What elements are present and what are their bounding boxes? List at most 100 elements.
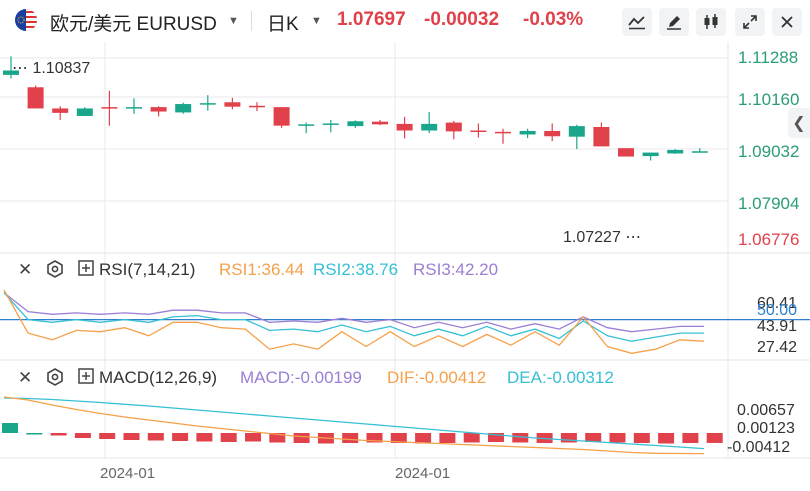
candle bbox=[667, 149, 684, 154]
macd-histogram-bar bbox=[609, 433, 626, 443]
draw-button[interactable] bbox=[659, 8, 689, 36]
expand-box-icon[interactable] bbox=[78, 260, 94, 281]
macd-axis-label: -0.00412 bbox=[727, 439, 791, 456]
macd-histogram-bar bbox=[463, 433, 480, 443]
macd-histogram-bar bbox=[123, 433, 140, 440]
candle bbox=[52, 108, 69, 113]
macd-value: MACD:-0.00199 bbox=[240, 368, 362, 387]
collapse-panel-button[interactable]: ❮ bbox=[788, 108, 810, 138]
dif-value: DIF:-0.00412 bbox=[387, 368, 487, 387]
rsi2-line bbox=[3, 292, 704, 342]
candle bbox=[224, 102, 241, 107]
low-marker-value: 1.07227 bbox=[563, 229, 621, 246]
macd-histogram-bar bbox=[390, 433, 407, 443]
macd-histogram-bar bbox=[488, 433, 504, 442]
period-chevron-down-icon[interactable]: ▼ bbox=[311, 15, 322, 27]
rsi3-value: RSI3:42.20 bbox=[413, 260, 499, 279]
close-icon[interactable]: ✕ bbox=[18, 368, 33, 387]
macd-histogram-bar bbox=[560, 433, 577, 443]
rsi3-line bbox=[3, 292, 704, 333]
price-axis-label: 1.07904 bbox=[738, 194, 800, 213]
chevron-left-icon: ❮ bbox=[792, 115, 806, 132]
candle bbox=[199, 103, 216, 105]
macd-panel-header: ✕ MACD(12,26,9) MACD:-0.00199 DIF:-0.004… bbox=[0, 368, 810, 398]
settings-icon[interactable] bbox=[46, 368, 64, 391]
candle bbox=[175, 104, 192, 113]
macd-axis-label: 0.00657 bbox=[737, 402, 795, 419]
low-marker-label: 1.07227 ⋯ bbox=[563, 229, 642, 246]
period-selector[interactable]: 日K bbox=[267, 14, 299, 35]
macd-histogram-bar bbox=[706, 433, 723, 443]
candle bbox=[544, 130, 561, 137]
price-axis-label: 1.11288 bbox=[738, 48, 799, 67]
eu-us-flag-icon bbox=[15, 9, 37, 31]
candlestick-icon bbox=[704, 14, 718, 29]
rsi-axis-label: 60.41 bbox=[757, 295, 798, 312]
toolbar: 欧元/美元 EURUSD ▼ 日K ▼ 1.07697 -0.00032 -0.… bbox=[0, 0, 810, 40]
close-button[interactable] bbox=[772, 8, 802, 36]
macd-histogram-bar bbox=[269, 433, 286, 443]
candle bbox=[396, 123, 413, 131]
macd-histogram-bar bbox=[26, 433, 43, 435]
candle bbox=[298, 124, 315, 126]
macd-histogram-bar bbox=[50, 433, 67, 436]
settings-icon[interactable] bbox=[46, 260, 64, 283]
macd-histogram-bar bbox=[585, 433, 602, 442]
macd-histogram-bar bbox=[172, 433, 189, 441]
current-price-label: 1.06776 bbox=[738, 230, 800, 249]
macd-title: MACD(12,26,9) bbox=[99, 368, 218, 387]
rsi-panel-header: ✕ RSI(7,14,21) RSI1:36.44 RSI2:38.76 RSI… bbox=[0, 260, 810, 290]
macd-histogram-bar bbox=[633, 433, 650, 443]
expand-icon bbox=[743, 15, 757, 29]
pencil-icon bbox=[667, 16, 681, 30]
rsi1-value: RSI1:36.44 bbox=[219, 260, 305, 279]
rsi-baseline-label: 50.00 bbox=[757, 302, 798, 319]
macd-histogram-bar bbox=[74, 433, 91, 438]
dif-line bbox=[3, 396, 705, 455]
candle bbox=[76, 108, 93, 116]
rsi-axis-label: 27.42 bbox=[757, 339, 798, 356]
rsi1-line bbox=[3, 289, 705, 354]
candle bbox=[618, 148, 634, 157]
candle bbox=[593, 126, 610, 147]
macd-histogram-bar bbox=[682, 433, 699, 443]
candle bbox=[691, 151, 708, 153]
candle bbox=[568, 126, 585, 137]
expand-box-icon[interactable] bbox=[78, 368, 94, 389]
close-icon[interactable]: ✕ bbox=[18, 260, 33, 279]
close-icon bbox=[781, 16, 793, 28]
time-axis-label: 2024-01 bbox=[395, 465, 451, 482]
dea-value: DEA:-0.00312 bbox=[507, 368, 614, 387]
chart-type-button[interactable] bbox=[696, 8, 726, 36]
fullscreen-button[interactable] bbox=[735, 8, 765, 36]
macd-histogram-bar bbox=[196, 433, 213, 442]
macd-histogram-bar bbox=[439, 433, 456, 443]
price-axis-label: 1.09032 bbox=[738, 142, 800, 161]
candle bbox=[445, 122, 462, 132]
price-axis-label: 1.10160 bbox=[738, 90, 800, 109]
rsi2-value: RSI2:38.76 bbox=[313, 260, 399, 279]
rsi-axis-label: 43.91 bbox=[757, 318, 798, 335]
dea-line bbox=[3, 397, 705, 450]
macd-histogram-bar bbox=[2, 423, 18, 433]
candle bbox=[322, 123, 339, 125]
macd-histogram-bar bbox=[220, 433, 237, 442]
macd-histogram-bar bbox=[658, 433, 675, 444]
indicator-button[interactable] bbox=[622, 8, 652, 36]
divider bbox=[251, 11, 252, 31]
macd-axis-label: 0.00123 bbox=[737, 420, 795, 437]
candle bbox=[273, 107, 290, 126]
symbol-selector[interactable]: 欧元/美元 EURUSD bbox=[50, 14, 217, 35]
symbol-chevron-down-icon[interactable]: ▼ bbox=[228, 15, 239, 27]
candle bbox=[470, 130, 487, 133]
time-axis-label: 2024-01 bbox=[100, 465, 156, 482]
macd-histogram-bar bbox=[147, 433, 164, 441]
candle bbox=[249, 105, 265, 108]
high-marker-label: ⋯ 1.10837 bbox=[12, 60, 91, 77]
price-change-percent: -0.03% bbox=[523, 9, 584, 30]
candle bbox=[101, 107, 118, 109]
candle bbox=[495, 131, 511, 134]
rsi-title: RSI(7,14,21) bbox=[99, 260, 196, 279]
candle bbox=[150, 107, 167, 112]
